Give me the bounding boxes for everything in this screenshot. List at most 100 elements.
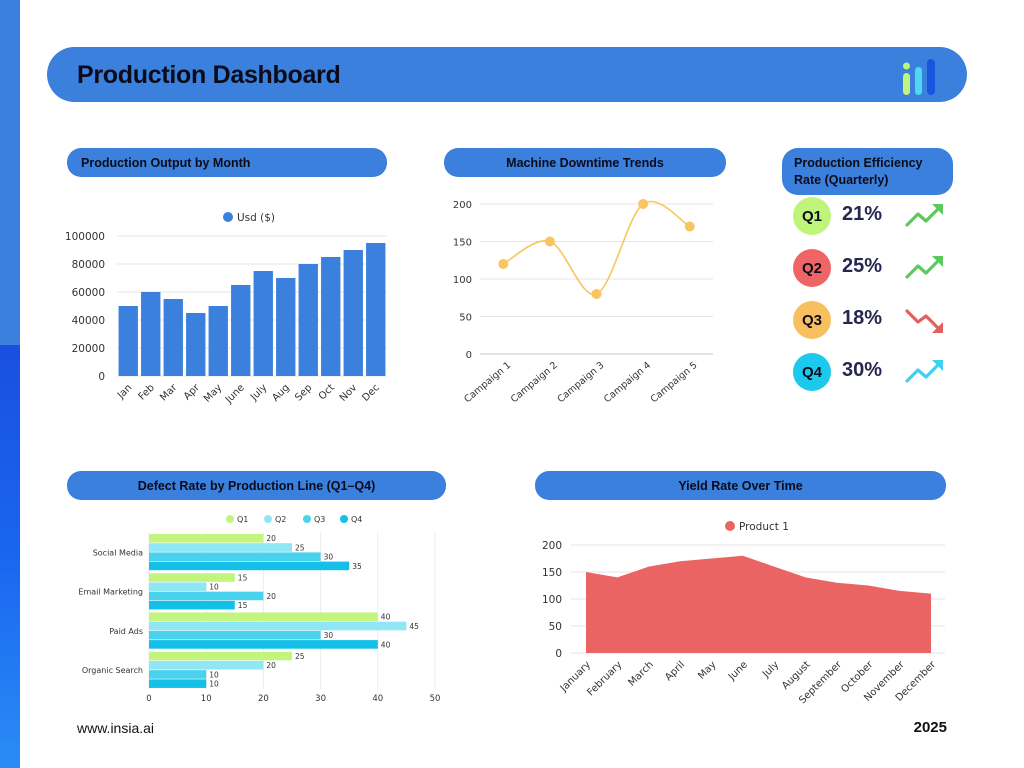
data-label: 40	[381, 640, 391, 649]
x-tick-label: 0	[146, 694, 151, 704]
legend-label: Product 1	[739, 521, 789, 533]
bar	[149, 612, 378, 622]
downtime-chart-title-text: Machine Downtime Trends	[506, 155, 664, 170]
x-tick-label: Campaign 1	[462, 360, 513, 405]
data-label: 20	[266, 534, 276, 543]
legend-label: Q3	[314, 515, 325, 524]
bar	[186, 313, 206, 376]
efficiency-title: Production Efficiency Rate (Quarterly)	[782, 148, 953, 195]
x-tick-label: Campaign 4	[602, 360, 653, 405]
bar	[149, 640, 378, 649]
y-tick-label: 100000	[65, 231, 105, 243]
bar	[149, 679, 207, 688]
x-tick-label: Nov	[338, 382, 360, 404]
y-tick-label: Organic Search	[82, 666, 143, 675]
y-tick-label: 60000	[72, 287, 105, 299]
x-tick-label: 20	[258, 694, 269, 704]
x-tick-label: Jan	[115, 382, 134, 401]
x-tick-label: February	[585, 659, 624, 698]
downtime-chart-title: Machine Downtime Trends	[444, 148, 726, 177]
x-tick-label: Apr	[182, 382, 203, 403]
bar	[149, 573, 235, 582]
defect-chart-title: Defect Rate by Production Line (Q1–Q4)	[67, 471, 446, 500]
data-label: 15	[238, 601, 248, 610]
quarter-badge: Q2	[793, 249, 831, 287]
defect-rate-chart: 0 10 20 30 40 50 Q1 Q2 Q3 Q4 Social Media 20 25 30 35 E…	[78, 515, 441, 704]
efficiency-value: 30%	[842, 359, 883, 381]
x-tick-label: May	[202, 382, 224, 404]
bar	[321, 257, 341, 376]
legend-marker	[725, 521, 735, 531]
area-fill	[586, 555, 931, 653]
bar	[149, 534, 264, 543]
data-label: 20	[266, 592, 276, 601]
bar	[141, 292, 161, 376]
data-label: 20	[266, 661, 276, 670]
legend-marker	[223, 212, 233, 222]
x-tick-label: 50	[430, 694, 441, 704]
y-tick-label: 200	[453, 200, 472, 211]
x-tick-label: Oct	[317, 382, 337, 402]
x-tick-label: March	[627, 659, 656, 688]
legend-marker	[264, 515, 272, 523]
data-point	[684, 221, 695, 232]
yield-chart-title-text: Yield Rate Over Time	[678, 478, 803, 493]
x-tick-label: June	[223, 382, 247, 406]
header-bar: Production Dashboard	[47, 47, 967, 102]
side-accent-strip	[0, 0, 20, 768]
y-tick-label: 40000	[72, 315, 105, 327]
data-point	[498, 259, 509, 269]
x-tick-label: Aug	[270, 382, 292, 404]
trend-up-icon	[905, 204, 943, 227]
data-point	[591, 289, 602, 299]
y-tick-label: 150	[453, 238, 472, 249]
trend-up-icon	[905, 256, 943, 279]
data-label: 30	[324, 553, 334, 562]
x-tick-label: 40	[372, 694, 383, 704]
bar	[366, 243, 386, 376]
y-tick-label: 100	[542, 594, 562, 606]
x-tick-label: Campaign 5	[649, 360, 700, 405]
bar	[149, 651, 292, 661]
quarter-badge: Q4	[793, 353, 831, 391]
x-tick-label: 30	[315, 694, 326, 704]
efficiency-value: 25%	[842, 255, 883, 277]
defect-chart-title-text: Defect Rate by Production Line (Q1–Q4)	[137, 478, 376, 493]
bar	[343, 250, 363, 376]
x-tick-label: Sep	[293, 382, 314, 403]
data-point	[544, 236, 555, 247]
bar	[149, 582, 207, 592]
output-chart-title-text: Production Output by Month	[81, 155, 251, 170]
data-label: 30	[324, 631, 334, 640]
data-label: 45	[409, 622, 419, 631]
x-tick-label: 10	[201, 694, 212, 704]
legend-label: Q4	[351, 515, 362, 524]
y-tick-label: 0	[466, 350, 472, 361]
bar	[118, 306, 138, 376]
efficiency-value: 21%	[842, 203, 883, 225]
bar	[149, 543, 292, 552]
x-tick-label: Feb	[137, 382, 157, 402]
bar	[163, 299, 183, 376]
efficiency-value: 18%	[842, 307, 883, 329]
legend-marker	[303, 515, 311, 523]
bar	[298, 264, 318, 376]
production-output-chart: 0 20000 40000 60000 80000 100000 Usd ($) Jan Feb…	[65, 212, 387, 406]
series-line	[502, 200, 691, 295]
bar	[253, 271, 273, 376]
x-tick-label: April	[663, 659, 687, 683]
legend-label: Usd ($)	[237, 212, 275, 224]
legend-label: Q1	[237, 515, 248, 524]
bar	[149, 591, 264, 601]
footer-year: 2025	[913, 719, 947, 736]
bar-logo-icon	[903, 59, 935, 95]
efficiency-row: Q4 30%	[793, 353, 953, 391]
y-tick-label: 50	[459, 313, 472, 324]
x-tick-label: July	[248, 382, 269, 403]
quarter-badge: Q1	[793, 197, 831, 235]
bar	[149, 561, 350, 571]
y-tick-label: 20000	[72, 343, 105, 355]
y-tick-label: Email Marketing	[78, 588, 143, 597]
